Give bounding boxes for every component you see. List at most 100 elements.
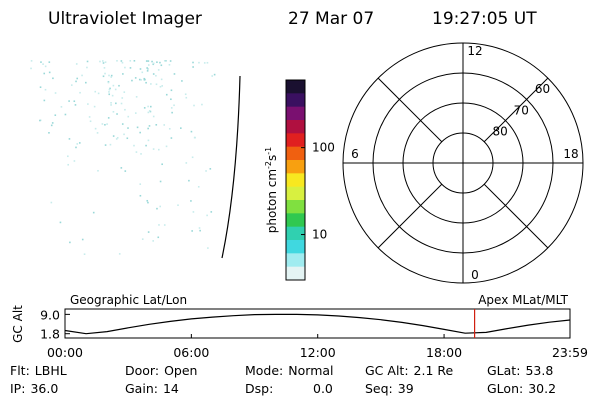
speckle bbox=[147, 105, 149, 108]
speckle bbox=[139, 68, 142, 70]
speckle bbox=[177, 204, 179, 207]
speckle bbox=[88, 116, 91, 118]
speckle bbox=[206, 214, 208, 217]
colorbar: 10 100 bbox=[285, 79, 335, 281]
speckle bbox=[59, 221, 62, 224]
speckle bbox=[161, 85, 164, 87]
speckle bbox=[86, 60, 89, 63]
speckle bbox=[211, 75, 214, 77]
speckle bbox=[97, 169, 99, 172]
speckle bbox=[170, 98, 172, 101]
speckle bbox=[104, 123, 106, 126]
speckle bbox=[129, 67, 132, 69]
speckle bbox=[76, 77, 79, 80]
speckle bbox=[127, 115, 130, 118]
speckle bbox=[106, 123, 108, 125]
speckle bbox=[116, 60, 118, 62]
speckle bbox=[102, 75, 105, 78]
speckle bbox=[92, 211, 95, 214]
x-tick-label: 06:00 bbox=[173, 345, 209, 360]
colorbar-tick-label: 100 bbox=[312, 141, 335, 155]
color-segment bbox=[286, 226, 305, 241]
speckle bbox=[147, 139, 150, 142]
speckle bbox=[110, 104, 112, 106]
speckle bbox=[122, 73, 124, 75]
speckle bbox=[129, 60, 132, 62]
speckle bbox=[152, 240, 154, 242]
speckle bbox=[139, 194, 142, 197]
speckle bbox=[127, 127, 129, 129]
speckle bbox=[213, 73, 216, 76]
speckle bbox=[133, 60, 136, 62]
speckle bbox=[64, 113, 67, 116]
time: 19:27:05 UT bbox=[432, 9, 537, 29]
speckle bbox=[67, 155, 69, 158]
label-exp: -2 bbox=[264, 161, 273, 169]
speckle bbox=[155, 124, 158, 126]
label-exp: -1 bbox=[264, 147, 273, 155]
speckle bbox=[192, 66, 194, 68]
altitude-plot: Geographic Lat/Lon Apex MLat/MLT GC Alt 9.0… bbox=[11, 293, 588, 360]
mlt-label: 6 bbox=[351, 147, 359, 161]
speckle bbox=[111, 94, 114, 97]
speckle bbox=[198, 227, 201, 229]
speckle bbox=[75, 63, 78, 65]
speckle bbox=[169, 60, 172, 62]
speckle bbox=[48, 61, 51, 63]
field-value: 36.0 bbox=[30, 381, 58, 396]
speckle bbox=[86, 66, 88, 69]
field-label: Flt: bbox=[10, 363, 30, 378]
uv-image bbox=[30, 60, 216, 255]
y-tick-label: 1.8 bbox=[40, 327, 60, 342]
speckle bbox=[165, 145, 168, 148]
speckle bbox=[68, 138, 71, 140]
speckle bbox=[107, 81, 110, 84]
speckle bbox=[157, 148, 160, 151]
field-label: IP: bbox=[10, 381, 25, 396]
speckle bbox=[51, 122, 54, 124]
speckle bbox=[152, 115, 155, 118]
speckle bbox=[73, 160, 76, 162]
speckle bbox=[192, 211, 195, 213]
speckle bbox=[163, 60, 166, 62]
speckle bbox=[135, 96, 138, 98]
field-label: Gain: bbox=[125, 381, 158, 396]
speckle bbox=[157, 236, 160, 239]
speckle bbox=[43, 72, 46, 75]
x-tick-label: 12:00 bbox=[300, 345, 336, 360]
speckle bbox=[110, 102, 112, 104]
speckle bbox=[89, 120, 92, 123]
y-axis-label: GC Alt bbox=[11, 305, 25, 343]
mlt-label: 12 bbox=[467, 44, 482, 58]
color-segment bbox=[286, 93, 305, 108]
speckle bbox=[124, 66, 126, 69]
field-label: Mode: bbox=[245, 363, 283, 378]
speckle bbox=[50, 201, 53, 204]
speckle bbox=[93, 105, 96, 108]
field-value: 14 bbox=[163, 381, 179, 396]
speckle bbox=[123, 91, 126, 93]
speckle bbox=[73, 100, 76, 103]
speckle bbox=[159, 180, 162, 183]
speckle bbox=[43, 99, 46, 102]
colorbar-frame bbox=[285, 79, 306, 281]
speckle bbox=[116, 136, 119, 139]
speckle bbox=[147, 127, 149, 130]
speckle bbox=[42, 63, 44, 65]
speckle bbox=[146, 199, 149, 202]
speckle bbox=[78, 142, 81, 144]
lat-label: 60 bbox=[535, 82, 550, 96]
right-label: Apex MLat/MLT bbox=[478, 293, 568, 307]
speckle bbox=[123, 133, 125, 136]
field-value: LBHL bbox=[35, 363, 67, 378]
field-value: 53.8 bbox=[525, 363, 553, 378]
speckle bbox=[110, 76, 113, 78]
speckle bbox=[104, 72, 106, 75]
field-value: Open bbox=[164, 363, 197, 378]
speckle bbox=[147, 60, 150, 62]
speckle bbox=[148, 110, 151, 112]
left-label: Geographic Lat/Lon bbox=[70, 293, 187, 307]
speckle bbox=[108, 74, 110, 77]
color-segment bbox=[286, 173, 305, 188]
